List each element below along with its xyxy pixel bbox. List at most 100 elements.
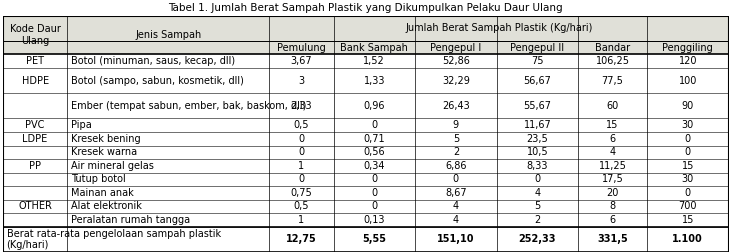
Text: 0: 0	[299, 147, 304, 157]
Text: Kresek warna: Kresek warna	[71, 147, 137, 157]
Text: 100: 100	[679, 76, 697, 86]
Text: 0: 0	[372, 201, 377, 211]
Text: 4: 4	[453, 201, 459, 211]
Text: PET: PET	[26, 56, 44, 66]
Text: Pengepul I: Pengepul I	[430, 43, 482, 53]
Text: OTHER: OTHER	[18, 201, 52, 211]
Text: 0: 0	[453, 174, 459, 184]
Text: 120: 120	[678, 56, 697, 66]
Text: 106,25: 106,25	[596, 56, 629, 66]
Text: Mainan anak: Mainan anak	[71, 188, 134, 198]
Text: Bank Sampah: Bank Sampah	[340, 43, 408, 53]
Text: Pengepul II: Pengepul II	[510, 43, 564, 53]
Text: 4: 4	[534, 188, 540, 198]
Text: 6,86: 6,86	[445, 161, 466, 171]
Text: 151,10: 151,10	[437, 234, 474, 244]
Text: 0,34: 0,34	[364, 161, 385, 171]
Text: 17,5: 17,5	[602, 174, 623, 184]
Text: 30: 30	[682, 120, 694, 130]
Text: Ember (tempat sabun, ember, bak, baskom, dll): Ember (tempat sabun, ember, bak, baskom,…	[71, 101, 307, 111]
Text: 1.100: 1.100	[672, 234, 703, 244]
Text: Tabel 1. Jumlah Berat Sampah Plastik yang Dikumpulkan Pelaku Daur Ulang: Tabel 1. Jumlah Berat Sampah Plastik yan…	[168, 3, 562, 13]
Text: 0: 0	[299, 174, 304, 184]
Text: 11,67: 11,67	[523, 120, 551, 130]
Text: Peralatan rumah tangga: Peralatan rumah tangga	[71, 215, 190, 225]
Text: 77,5: 77,5	[602, 76, 623, 86]
Text: 0,5: 0,5	[293, 201, 309, 211]
Text: Bandar: Bandar	[595, 43, 630, 53]
Text: 2: 2	[453, 147, 459, 157]
Text: 8: 8	[610, 201, 615, 211]
Text: 20: 20	[607, 188, 619, 198]
Text: 0: 0	[372, 174, 377, 184]
Text: Jenis Sampah: Jenis Sampah	[135, 30, 201, 40]
Text: 2: 2	[534, 215, 541, 225]
Text: 15: 15	[682, 161, 694, 171]
Text: HDPE: HDPE	[22, 76, 49, 86]
Text: 26,43: 26,43	[442, 101, 470, 111]
Text: Berat rata-rata pengelolaan sampah plastik
(Kg/hari): Berat rata-rata pengelolaan sampah plast…	[7, 229, 220, 250]
Text: 2,33: 2,33	[291, 101, 312, 111]
Text: 0: 0	[685, 188, 691, 198]
Text: 8,33: 8,33	[527, 161, 548, 171]
Text: 5: 5	[453, 134, 459, 144]
Text: 0,13: 0,13	[364, 215, 385, 225]
Text: 23,5: 23,5	[526, 134, 548, 144]
Text: 0,5: 0,5	[293, 120, 309, 130]
Text: Penggiling: Penggiling	[662, 43, 713, 53]
Text: 5,55: 5,55	[362, 234, 386, 244]
Text: PP: PP	[29, 161, 41, 171]
Text: 1,33: 1,33	[364, 76, 385, 86]
Text: 1: 1	[299, 215, 304, 225]
Text: 3,67: 3,67	[291, 56, 312, 66]
Text: 1,52: 1,52	[364, 56, 385, 66]
Text: 700: 700	[678, 201, 697, 211]
Text: 0,56: 0,56	[364, 147, 385, 157]
Text: 0,96: 0,96	[364, 101, 385, 111]
Text: 4: 4	[610, 147, 615, 157]
Text: Jumlah Berat Sampah Plastik (Kg/hari): Jumlah Berat Sampah Plastik (Kg/hari)	[405, 23, 593, 33]
Text: 0: 0	[685, 134, 691, 144]
Text: Pemulung: Pemulung	[277, 43, 326, 53]
Text: 60: 60	[607, 101, 619, 111]
Bar	[3, 16, 729, 41]
Text: Alat elektronik: Alat elektronik	[71, 201, 142, 211]
Text: 15: 15	[682, 215, 694, 225]
Text: 6: 6	[610, 134, 615, 144]
Text: 0: 0	[372, 120, 377, 130]
Text: 331,5: 331,5	[597, 234, 628, 244]
Text: 52,86: 52,86	[442, 56, 470, 66]
Text: 75: 75	[531, 56, 544, 66]
Text: 0,75: 0,75	[291, 188, 312, 198]
Text: 0: 0	[372, 188, 377, 198]
Text: Tutup botol: Tutup botol	[71, 174, 126, 184]
Text: 0: 0	[534, 174, 540, 184]
Text: 12,75: 12,75	[286, 234, 317, 244]
Text: 4: 4	[453, 215, 459, 225]
Text: 56,67: 56,67	[523, 76, 551, 86]
Text: Kode Daur
Ulang: Kode Daur Ulang	[9, 24, 61, 46]
Text: 1: 1	[299, 161, 304, 171]
Text: 3: 3	[299, 76, 304, 86]
Text: 0: 0	[685, 147, 691, 157]
Text: 32,29: 32,29	[442, 76, 470, 86]
Text: 30: 30	[682, 174, 694, 184]
Bar	[3, 41, 729, 54]
Text: 6: 6	[610, 215, 615, 225]
Text: 0,71: 0,71	[364, 134, 385, 144]
Text: 90: 90	[682, 101, 694, 111]
Text: 5: 5	[534, 201, 541, 211]
Text: Botol (minuman, saus, kecap, dll): Botol (minuman, saus, kecap, dll)	[71, 56, 235, 66]
Text: 15: 15	[607, 120, 619, 130]
Text: 10,5: 10,5	[526, 147, 548, 157]
Text: Air mineral gelas: Air mineral gelas	[71, 161, 154, 171]
Text: Pipa: Pipa	[71, 120, 92, 130]
Text: 0: 0	[299, 134, 304, 144]
Text: 9: 9	[453, 120, 459, 130]
Text: 8,67: 8,67	[445, 188, 466, 198]
Text: PVC: PVC	[26, 120, 45, 130]
Text: 55,67: 55,67	[523, 101, 551, 111]
Text: 11,25: 11,25	[599, 161, 626, 171]
Text: Botol (sampo, sabun, kosmetik, dll): Botol (sampo, sabun, kosmetik, dll)	[71, 76, 244, 86]
Text: 252,33: 252,33	[519, 234, 556, 244]
